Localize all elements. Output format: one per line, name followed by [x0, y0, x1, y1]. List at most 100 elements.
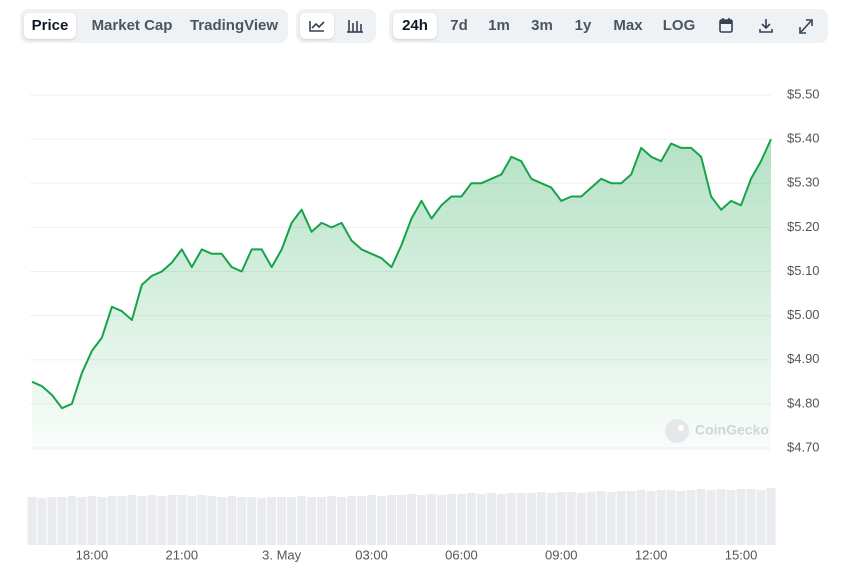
volume-bar	[656, 490, 666, 545]
volume-bar	[327, 496, 337, 545]
volume-bar	[676, 491, 686, 545]
volume-bar	[666, 490, 676, 545]
view-toggle: Price Market Cap TradingView	[20, 9, 288, 43]
volume-bar	[147, 495, 157, 545]
volume-bar	[247, 497, 257, 545]
watermark-text: CoinGecko	[695, 422, 769, 438]
volume-bar	[257, 498, 267, 545]
volume-bar	[556, 492, 566, 545]
volume-bar	[576, 493, 586, 545]
volume-bar	[496, 494, 506, 545]
volume-bar	[47, 497, 57, 545]
volume-bar	[746, 489, 756, 545]
volume-bar	[137, 496, 147, 545]
volume-bar	[606, 492, 616, 545]
volume-bar	[756, 490, 766, 545]
volume-bar	[486, 493, 496, 545]
fullscreen-button[interactable]	[791, 13, 821, 39]
range-24h[interactable]: 24h	[393, 13, 437, 39]
volume-bar	[616, 491, 626, 545]
volume-bar	[706, 490, 716, 545]
volume-bar	[476, 494, 486, 545]
download-button[interactable]	[751, 13, 781, 39]
volume-bar	[446, 494, 456, 545]
market-cap-tab[interactable]: Market Cap	[91, 17, 173, 34]
volume-bar	[646, 491, 656, 545]
volume-bar	[596, 491, 606, 545]
volume-bar	[267, 497, 277, 545]
volume-bar	[436, 495, 446, 545]
volume-bar	[716, 489, 726, 545]
volume-bar	[686, 490, 696, 545]
volume-bar	[636, 490, 646, 545]
volume-bar	[416, 495, 426, 545]
volume-bar	[67, 496, 77, 545]
x-tick-label: 21:00	[166, 547, 199, 562]
volume-bar	[566, 492, 576, 545]
download-icon	[759, 19, 773, 33]
volume-bar	[77, 497, 87, 545]
range-max[interactable]: Max	[613, 17, 643, 34]
volume-bar	[766, 488, 776, 545]
range-3m[interactable]: 3m	[531, 17, 553, 34]
calendar-icon	[719, 18, 733, 33]
volume-bar	[367, 495, 377, 545]
volume-bar	[516, 493, 526, 545]
volume-bar	[456, 494, 466, 545]
x-tick-label: 09:00	[545, 547, 578, 562]
volume-bar	[337, 497, 347, 545]
candle-style-button[interactable]	[338, 13, 372, 39]
range-toggle: 24h 7d 1m 3m 1y Max LOG	[389, 9, 828, 43]
range-1m[interactable]: 1m	[488, 17, 510, 34]
volume-bar	[377, 496, 387, 545]
price-area	[32, 139, 771, 455]
expand-icon	[799, 19, 813, 34]
chart-style-toggle	[296, 9, 376, 43]
candle-icon	[347, 20, 363, 33]
volume-bar	[506, 493, 516, 545]
y-tick-label: $5.20	[787, 219, 820, 234]
tradingview-tab[interactable]: TradingView	[189, 17, 279, 34]
volume-bar	[406, 494, 416, 545]
range-1y[interactable]: 1y	[574, 17, 592, 34]
y-tick-label: $5.50	[787, 86, 820, 101]
volume-bar	[357, 496, 367, 545]
volume-bar	[177, 495, 187, 545]
line-style-button[interactable]	[300, 13, 334, 39]
log-toggle[interactable]: LOG	[662, 17, 696, 34]
volume-bar	[297, 496, 307, 545]
y-tick-label: $5.00	[787, 307, 820, 322]
volume-bar	[347, 496, 357, 545]
volume-bar	[107, 496, 117, 545]
volume-bar	[87, 496, 97, 545]
volume-bar	[387, 495, 397, 545]
volume-bar	[217, 497, 227, 545]
volume-bar	[626, 491, 636, 545]
y-tick-label: $5.30	[787, 175, 820, 190]
y-tick-label: $4.70	[787, 439, 820, 454]
volume-bar	[117, 496, 127, 545]
volume-bar	[57, 497, 67, 545]
volume-bar	[536, 492, 546, 545]
volume-bar	[277, 497, 287, 545]
volume-bar	[37, 498, 47, 545]
volume-bar	[307, 497, 317, 545]
calendar-button[interactable]	[711, 13, 741, 39]
x-tick-label: 18:00	[76, 547, 109, 562]
volume-bar	[157, 496, 167, 545]
line-icon	[309, 21, 325, 32]
x-tick-label: 06:00	[445, 547, 478, 562]
volume-bar	[736, 489, 746, 545]
price-tab[interactable]: Price	[24, 13, 76, 39]
range-7d[interactable]: 7d	[450, 17, 468, 34]
y-tick-label: $4.90	[787, 351, 820, 366]
volume-bar	[526, 493, 536, 545]
volume-bar	[546, 493, 556, 545]
x-tick-label: 3. May	[262, 547, 302, 562]
volume-bar	[127, 495, 137, 545]
y-tick-label: $5.40	[787, 131, 820, 146]
volume-bar	[187, 496, 197, 545]
volume-bar	[287, 497, 297, 545]
